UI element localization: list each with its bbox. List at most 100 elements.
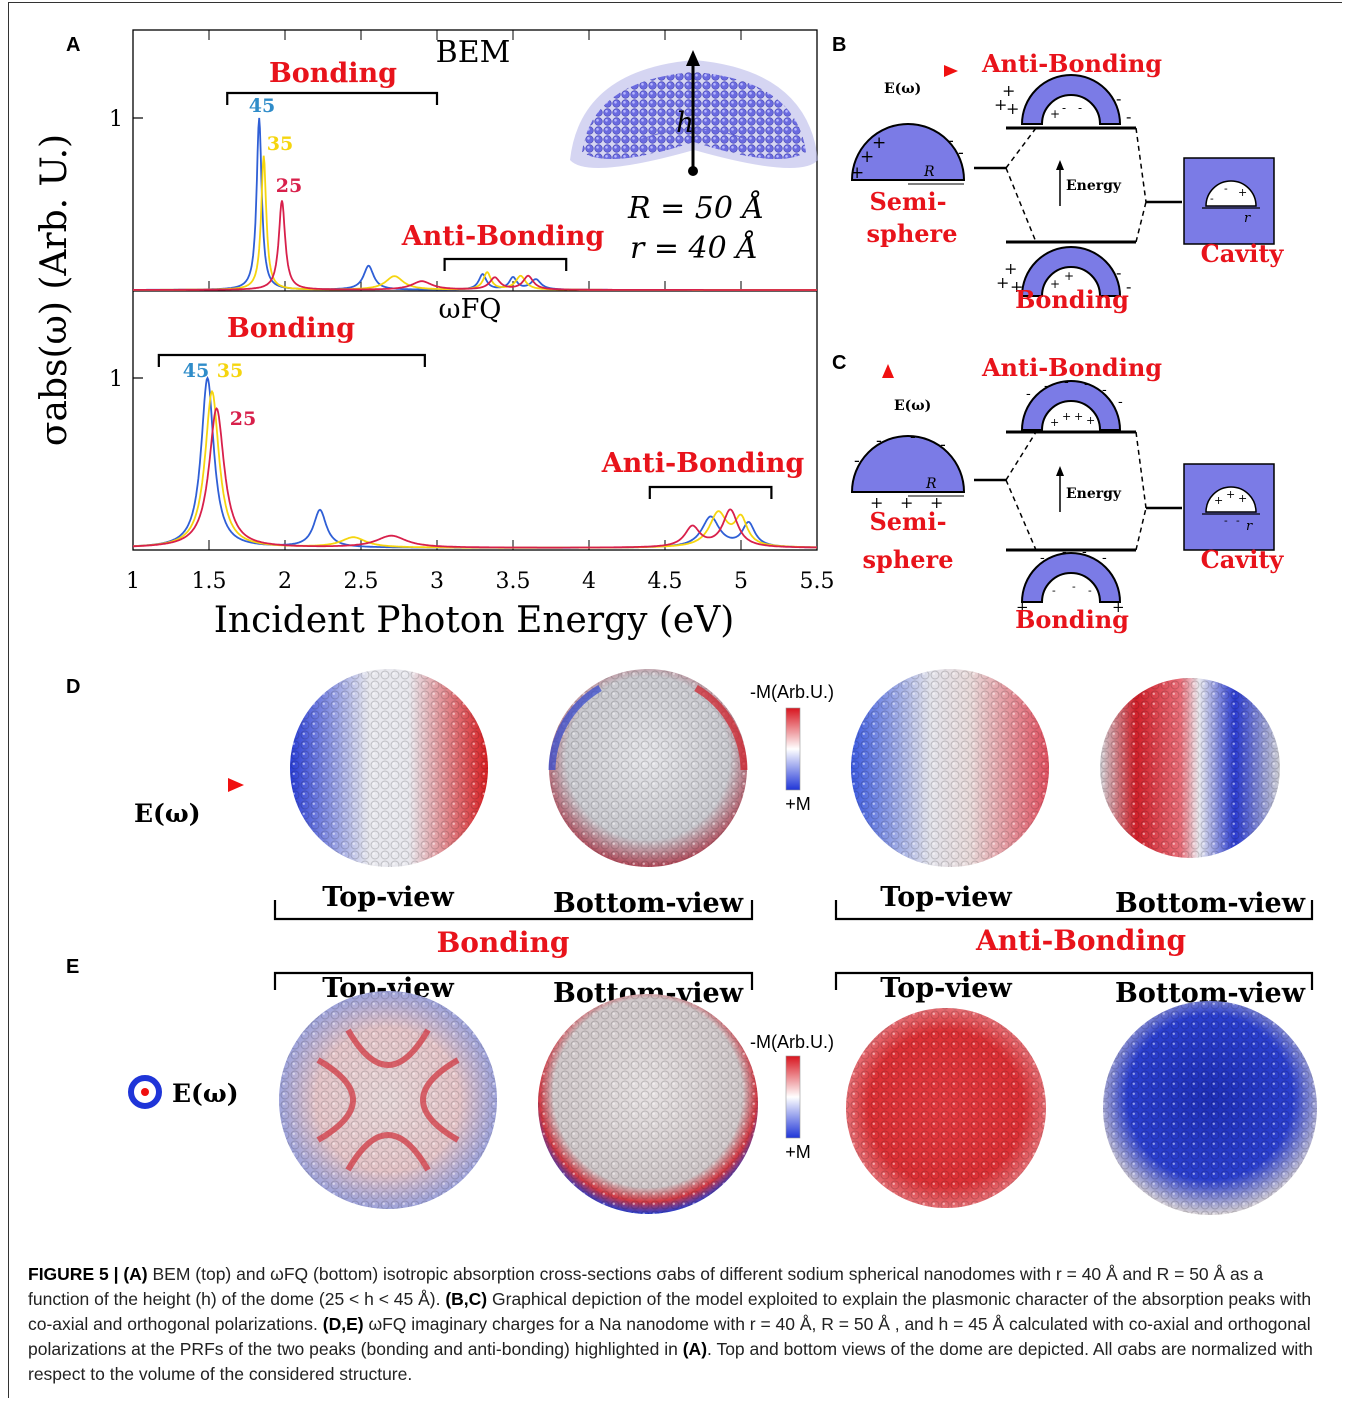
colorbar-top-label-e: -M(Arb.U.)	[750, 1032, 834, 1052]
anti-bonding-shell	[1020, 380, 1122, 431]
svg-text:-: -	[1026, 386, 1031, 402]
svg-text:+: +	[996, 273, 1009, 292]
caption-text-de: ωFQ imaginary charges for a Na nanodome …	[28, 1314, 1311, 1359]
panel-label-a: A	[66, 34, 81, 56]
svg-text:+: +	[1006, 99, 1019, 118]
bem-series-label-25: 25	[276, 175, 302, 197]
colorbar-bottom-label-d: +M	[785, 794, 811, 814]
panel-label-c: C	[832, 352, 847, 374]
energy-label: Energy	[1066, 486, 1122, 502]
svg-text:+: +	[1002, 81, 1015, 100]
figure-caption: FIGURE 5 | (A) BEM (top) and ωFQ (bottom…	[28, 1262, 1318, 1387]
svg-text:-: -	[1102, 550, 1107, 566]
wfq-title: ωFQ	[439, 294, 502, 325]
cavity-label: Cavity	[1201, 545, 1285, 574]
bem-series-label-45: 45	[249, 95, 275, 117]
d-top-view-bonding: Top-view	[322, 882, 454, 913]
anti-bonding-title: Anti-Bonding	[981, 49, 1162, 78]
wfq-bonding-label: Bonding	[227, 313, 355, 344]
bem-anti-bonding-label: Anti-Bonding	[401, 221, 605, 252]
svg-text:-: -	[1210, 192, 1214, 205]
wfq-series-label-35: 35	[217, 360, 243, 382]
caption-tag-de: (D,E)	[322, 1314, 364, 1334]
height-arrow-head	[686, 50, 700, 66]
antibonding-label: Anti-Bonding	[975, 924, 1186, 957]
svg-text:-: -	[1116, 89, 1121, 108]
map-e-top-antibonding	[846, 1008, 1046, 1208]
charge-minus: -	[948, 131, 954, 151]
x-tick-label: 5.5	[800, 569, 835, 594]
wfq-anti-bonding-label: Anti-Bonding	[601, 448, 805, 479]
e-top-view-antibonding: Top-view	[880, 973, 1012, 1004]
semisphere-label-1: Semi-	[869, 507, 946, 536]
caption-tag-bc: (B,C)	[445, 1289, 488, 1309]
svg-text:+: +	[994, 95, 1007, 114]
x-axis-label: Incident Photon Energy (eV)	[214, 600, 735, 641]
dome-inset	[570, 50, 818, 176]
x-tick-label: 4	[582, 569, 596, 594]
wfq-series-label-45: 45	[183, 360, 209, 382]
energy-label: Energy	[1066, 178, 1122, 194]
y-tick-label: 1	[109, 367, 123, 392]
colorbar-bottom-label-e: +M	[785, 1142, 811, 1162]
svg-text:+: +	[870, 493, 883, 512]
svg-text:-: -	[1118, 394, 1123, 410]
caption-text-a: BEM (top) and ωFQ (bottom) isotropic abs…	[28, 1264, 1264, 1309]
svg-text:+: +	[1050, 107, 1060, 121]
svg-text:-: -	[910, 427, 916, 447]
cavity-label: Cavity	[1201, 239, 1285, 268]
svg-text:-: -	[1062, 544, 1067, 560]
svg-text:-: -	[1224, 514, 1228, 527]
map-d-top-antibonding	[851, 669, 1049, 867]
svg-text:+: +	[1016, 598, 1029, 616]
colorbar-d	[785, 707, 801, 791]
bem-title: BEM	[436, 35, 511, 70]
d-bottom-view-antibonding: Bottom-view	[1115, 888, 1306, 919]
bonding-label: Bonding	[437, 926, 570, 959]
charge-plus: +	[850, 163, 864, 183]
inset-r-label: r = 40 Å	[630, 230, 758, 266]
svg-text:-: -	[1102, 382, 1107, 398]
bem-bonding-bracket	[226, 91, 439, 105]
semisphere-R-label: R	[923, 164, 935, 180]
x-tick-label: 2.5	[344, 569, 379, 594]
wfq-series-label-25: 25	[230, 408, 256, 430]
bem-series-label-35: 35	[267, 133, 293, 155]
antibonding-bracket-d	[834, 900, 1314, 921]
svg-text:-: -	[876, 431, 882, 451]
antibonding-bracket-e	[834, 971, 1314, 990]
svg-text:+: +	[1010, 277, 1023, 296]
svg-text:+: +	[1074, 410, 1083, 423]
svg-text:-: -	[1088, 584, 1092, 597]
semisphere-shape	[850, 123, 966, 181]
caption-text-end: . Top and bottom views of the dome are d…	[28, 1339, 1313, 1384]
svg-text:-: -	[1082, 544, 1087, 560]
semisphere-label-2: sphere	[867, 219, 958, 248]
svg-text:+: +	[1004, 259, 1017, 278]
x-tick-label: 1.5	[192, 569, 227, 594]
bonding-bracket-d	[273, 900, 754, 921]
diagram-b: E(ω) R + + + - - Semi- sphere Anti-Bondi…	[850, 49, 1285, 314]
inset-R-label: R = 50 Å	[627, 190, 764, 226]
charge-maps: E(ω) -M(Arb.U.) +M Top-view Bottom-view …	[100, 669, 1317, 1215]
x-tick-label: 2	[278, 569, 292, 594]
svg-text:-: -	[1052, 584, 1056, 597]
bem-bonding-label: Bonding	[269, 58, 397, 89]
svg-text:-: -	[1126, 107, 1131, 126]
caption-text-bc: Graphical depiction of the model exploit…	[28, 1289, 1312, 1334]
field-label-e: E(ω)	[172, 1079, 239, 1108]
map-e-bottom-bonding	[538, 994, 758, 1214]
bonding-title: Bonding	[1015, 605, 1129, 634]
figure-frame	[8, 2, 1342, 1398]
inset-h-label: h	[676, 106, 694, 139]
x-tick-label: 3	[430, 569, 444, 594]
series-line-25	[133, 200, 817, 291]
map-d-top-bonding	[290, 669, 488, 867]
map-e-bottom-antibonding	[1103, 1001, 1317, 1215]
map-d-bottom-bonding	[548, 669, 748, 867]
svg-text:+: +	[1086, 414, 1095, 427]
diagram-c: E(ω) R -- - - + + + Semi- sphere Anti-Bondin…	[850, 353, 1285, 634]
caption-tag-a: (A)	[123, 1264, 148, 1284]
panel-label-d: D	[66, 676, 81, 698]
d-top-view-antibonding: Top-view	[880, 882, 1012, 913]
